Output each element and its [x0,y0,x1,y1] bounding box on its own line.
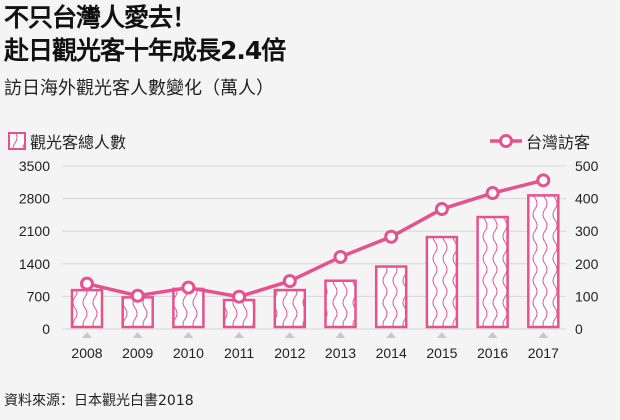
line-point [232,289,247,304]
line-point [130,288,145,303]
tick-marker [284,332,295,338]
right-axis-tick: 400 [575,191,599,207]
tick-marker [335,332,346,338]
legend-line-marker [499,134,513,148]
right-axis-tick: 500 [575,158,599,174]
subtitle: 訪日海外觀光客人數變化（萬人） [4,78,274,99]
line-point [434,202,449,217]
line-point [384,229,399,244]
x-tick-label: 2009 [122,345,153,361]
x-tick-label: 2008 [71,345,102,361]
right-axis-tick: 300 [575,223,599,239]
x-tick-label: 2013 [325,345,356,361]
line-point [282,274,297,289]
x-tick-label: 2015 [426,345,457,361]
bar [374,265,408,329]
x-tick-label: 2016 [477,345,508,361]
tick-marker [183,332,194,338]
source-note: 資料來源：日本觀光白書2018 [4,393,194,409]
line-point [80,276,94,291]
bar [425,235,459,329]
bar [172,287,205,329]
bar [70,288,104,329]
right-axis-tick: 200 [575,256,599,272]
x-tick-label: 2017 [528,345,559,361]
left-axis-tick: 700 [27,288,51,304]
title-line-1: 不只台灣人愛去！ [4,3,197,32]
tick-marker [436,332,447,338]
line-point [536,173,551,188]
x-tick-label: 2010 [173,345,204,361]
bar [527,194,560,329]
left-axis-tick: 1400 [19,256,50,272]
tick-marker [234,332,245,338]
tick-marker [82,332,92,338]
series-line [86,178,544,299]
tick-marker [487,332,498,338]
left-axis-tick: 3500 [19,158,50,174]
title-line-2: 赴日觀光客十年成長2.4倍 [4,36,286,65]
legend-bar-swatch [8,132,26,150]
x-tick-label: 2014 [376,345,407,361]
x-tick-label: 2011 [224,345,254,361]
tick-marker [132,332,143,338]
bar [476,215,509,329]
tick-marker [538,332,549,338]
left-axis-tick: 2800 [19,191,50,207]
right-axis-tick: 0 [575,321,583,337]
x-tick-label: 2012 [274,345,305,361]
bar [324,279,357,329]
line-point [181,280,196,295]
tick-marker [386,332,397,338]
line-point [333,249,348,264]
legend-line-label: 台灣訪客 [526,133,590,152]
legend-bar-label: 觀光客總人數 [30,133,126,152]
bar [222,298,256,329]
right-axis-tick: 100 [575,288,599,304]
left-axis-tick: 2100 [19,223,50,239]
line-point [485,186,500,201]
bar [273,288,307,329]
left-axis-tick: 0 [42,321,50,337]
